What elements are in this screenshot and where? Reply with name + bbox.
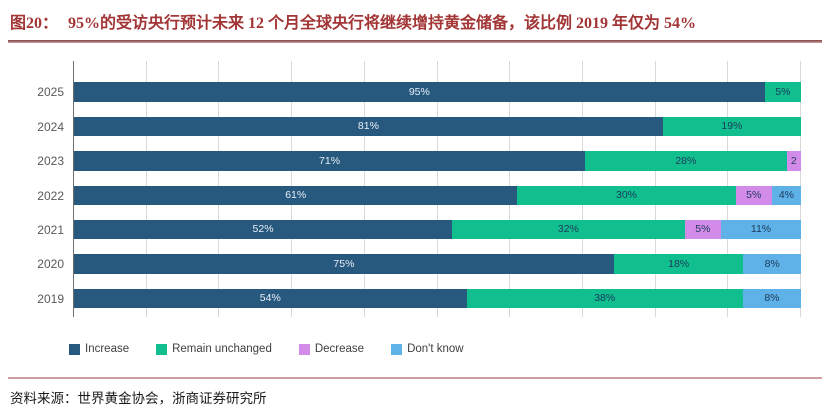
legend-item-increase: Increase — [69, 343, 129, 355]
bar-row-2023: 71% 28% 2 — [74, 151, 801, 171]
segment-value-label: 61% — [285, 189, 307, 201]
segment-2020-don-t-know: 8% — [743, 254, 801, 274]
year-label-2019: 2019 — [37, 291, 64, 306]
legend: Increase Remain unchanged Decrease Don't kn… — [69, 343, 464, 355]
year-label-2023: 2023 — [37, 154, 64, 169]
segment-value-label: 28% — [675, 154, 697, 167]
year-label-2024: 2024 — [37, 119, 64, 134]
segment-2022-don-t-know: 4% — [771, 185, 801, 205]
year-label-2020: 2020 — [37, 257, 64, 272]
segment-value-label: 5% — [695, 223, 711, 236]
segment-2020-remain-unchanged: 18% — [613, 254, 744, 274]
legend-swatch-decrease — [298, 343, 310, 355]
segment-value-label: 19% — [721, 120, 743, 133]
segment-value-label: 52% — [252, 223, 274, 236]
segment-2023-remain-unchanged: 28% — [585, 151, 787, 171]
legend-label-decrease: Decrease — [314, 343, 365, 355]
year-label-2022: 2022 — [37, 188, 64, 203]
segment-value-label: 38% — [594, 292, 616, 305]
segment-value-label: 18% — [668, 257, 690, 270]
segment-2021-don-t-know: 11% — [721, 219, 801, 240]
legend-swatch-increase — [69, 343, 80, 355]
bar-row-2021: 52% 32% 5% 11% — [74, 219, 801, 240]
segment-value-label: 5% — [746, 189, 762, 201]
segment-value-label: 11% — [750, 223, 772, 236]
segment-2022-decrease: 5% — [735, 185, 772, 205]
legend-label-increase: Increase — [85, 343, 130, 355]
segment-value-label: 8% — [764, 257, 780, 270]
segment-2022-remain-unchanged: 30% — [517, 185, 736, 205]
segment-value-label: 30% — [616, 189, 638, 201]
legend-swatch-remain-unchanged — [156, 343, 168, 355]
segment-2021-decrease: 5% — [684, 219, 722, 240]
segment-2020-increase: 75% — [74, 254, 614, 274]
segment-value-label: 5% — [775, 85, 791, 98]
segment-value-label: 4% — [778, 189, 795, 201]
legend-item-decrease: Decrease — [298, 343, 365, 355]
segment-value-label: 32% — [557, 223, 579, 236]
source-text: 资料来源：世界黄金协会，浙商证券研究所 — [10, 391, 267, 406]
segment-2023-increase: 71% — [74, 151, 586, 171]
segment-value-label: 8% — [764, 292, 780, 305]
figure-title-text: 95%的受访央行预计未来 12 个月全球央行将继续增持黄金储备，该比例 2019… — [68, 15, 697, 32]
year-label-2021: 2021 — [37, 222, 64, 237]
segment-2022-increase: 61% — [74, 185, 518, 205]
segment-value-label: 54% — [259, 292, 281, 305]
segment-2025-remain-unchanged: 5% — [764, 82, 801, 102]
title-divider-line — [8, 40, 822, 43]
segment-value-label: 95% — [408, 85, 430, 98]
segment-2019-remain-unchanged: 38% — [466, 288, 743, 309]
figure-number-label: 图20： — [10, 15, 59, 32]
year-label-2025: 2025 — [37, 85, 64, 100]
segment-2024-increase: 81% — [74, 116, 663, 137]
bar-row-2020: 75% 18% 8% — [74, 254, 801, 274]
bar-row-2022: 61% 30% 5% 4% — [74, 185, 801, 205]
segment-value-label: 71% — [319, 154, 341, 167]
legend-label-remain-unchanged: Remain unchanged — [172, 343, 272, 355]
segment-2019-increase: 54% — [74, 288, 467, 309]
source-divider-line — [8, 377, 822, 379]
segment-2024-remain-unchanged: 19% — [662, 116, 801, 137]
plot-area: 2025 95% 5% 2024 81% 19% 2023 71% 28% 2 2022 61% 30%… — [37, 61, 801, 317]
segment-2021-increase: 52% — [74, 219, 453, 240]
legend-item-don-t-know: Don't know — [391, 343, 464, 355]
bar-row-2024: 81% 19% — [74, 116, 801, 137]
segment-value-label: 2 — [790, 154, 797, 167]
legend-item-remain-unchanged: Remain unchanged — [156, 343, 272, 355]
figure-title: 图20： 95%的受访央行预计未来 12 个月全球央行将继续增持黄金储备，该比例 … — [10, 9, 822, 33]
segment-2021-remain-unchanged: 32% — [452, 219, 685, 240]
segment-value-label: 81% — [357, 120, 379, 133]
bar-row-2019: 54% 38% 8% — [74, 288, 801, 309]
segment-2025-increase: 95% — [74, 82, 765, 102]
legend-swatch-don-t-know — [391, 343, 403, 355]
segment-2023-decrease: 2 — [786, 151, 801, 171]
bar-row-2025: 95% 5% — [74, 82, 801, 102]
segment-value-label: 75% — [333, 257, 355, 270]
legend-label-don-t-know: Don't know — [407, 343, 464, 355]
segment-2019-don-t-know: 8% — [742, 288, 801, 309]
